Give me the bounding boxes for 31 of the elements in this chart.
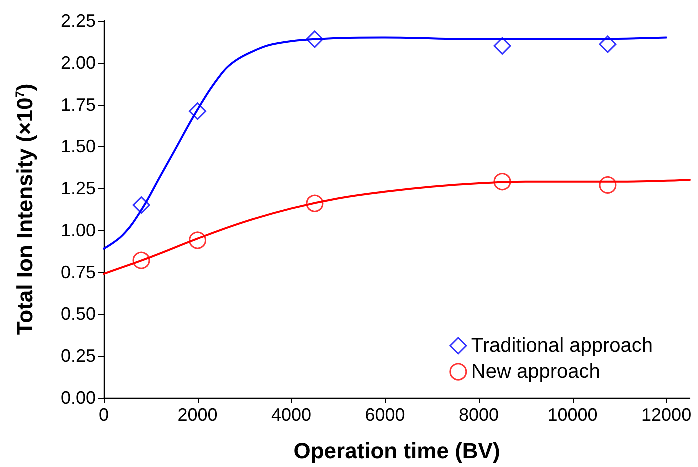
y-tick-label: 1.00 [60, 220, 96, 240]
point [189, 232, 207, 250]
point [494, 37, 512, 55]
point [306, 194, 324, 212]
y-tick-label: 2.25 [60, 11, 96, 31]
point [189, 102, 207, 120]
x-tick-label: 4000 [271, 405, 312, 425]
x-axis-title: Operation time (BV) [294, 438, 500, 464]
y-tick-label: 2.00 [60, 52, 96, 73]
point [306, 30, 324, 48]
point [599, 36, 617, 54]
y-tick-label: 0.50 [60, 304, 96, 324]
y-axis-title: Total Ion Intensity (×107) [12, 84, 38, 336]
y-tick-label: 1.75 [60, 94, 96, 115]
x-tick-label: 10000 [548, 405, 598, 425]
y-tick-label: 1.25 [60, 178, 96, 199]
x-tick-label: 8000 [459, 405, 500, 425]
x-tick-label: 2000 [178, 405, 218, 425]
y-tick-label: 1.50 [60, 136, 96, 157]
legend-label: Traditional approach [471, 335, 653, 357]
point [132, 196, 150, 214]
y-tick-label: 0.75 [60, 262, 96, 282]
point [132, 252, 150, 270]
y-tick-label: 0.25 [60, 346, 96, 366]
x-tick-label: 12000 [642, 405, 692, 425]
x-tick-label: 0 [98, 405, 110, 425]
point [494, 173, 512, 191]
legend-label: New approach [471, 361, 600, 383]
y-tick-label: 0.00 [60, 388, 96, 408]
point [599, 176, 617, 194]
x-tick-label: 6000 [365, 405, 406, 425]
